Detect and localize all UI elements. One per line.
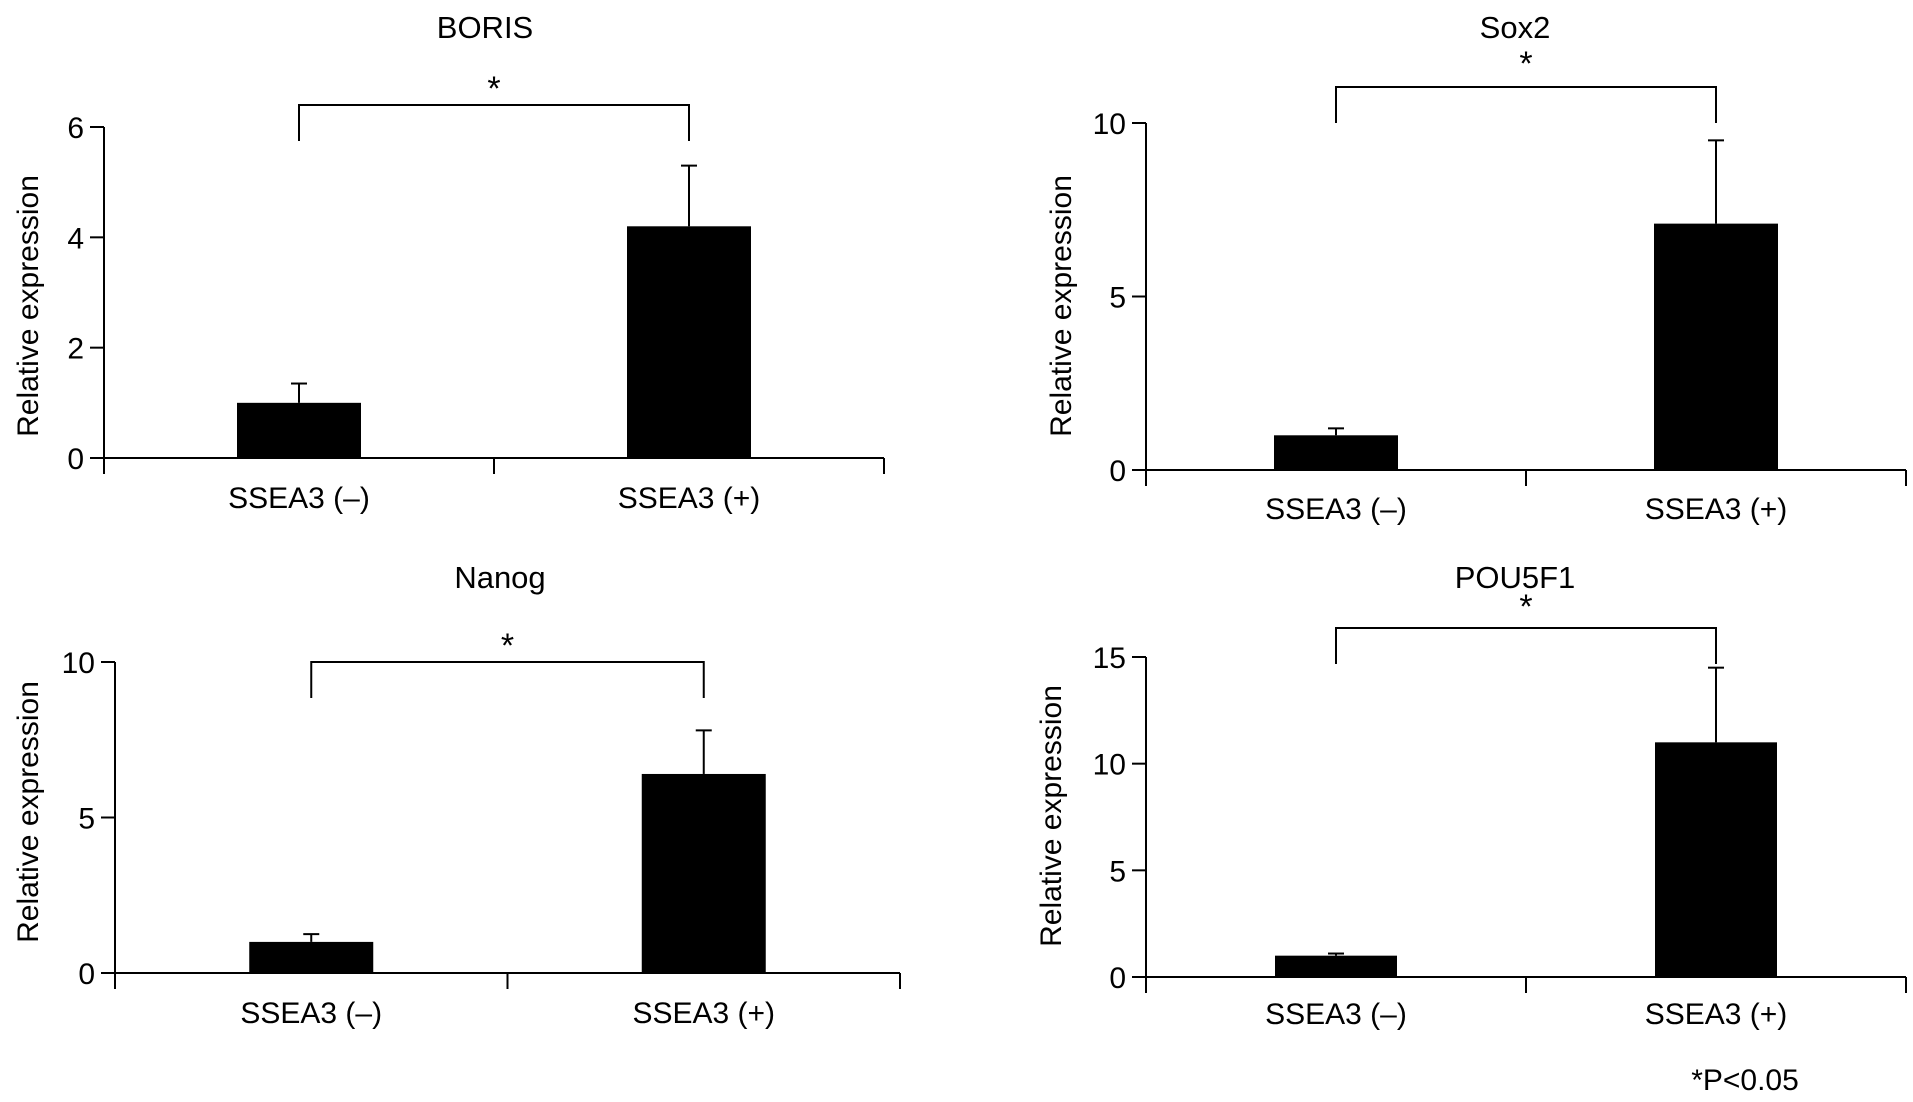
category-label: SSEA3 (–) [1265,998,1407,1031]
y-axis-label: Relative expression [12,175,45,437]
bar [1654,223,1778,470]
chart-panel: Nanog Relative expression 0 5 10 SSEA3 (–) SSE… [12,560,901,1030]
chart-title: Sox2 [1480,10,1551,45]
significance-star: * [1519,588,1532,626]
bar [237,402,361,458]
y-tick-label: 5 [78,803,95,836]
y-tick-label: 0 [78,958,95,991]
chart-title: POU5F1 [1455,560,1576,595]
category-label: SSEA3 (–) [1265,493,1407,526]
y-tick-label: 10 [1093,108,1126,141]
chart-panel: POU5F1 Relative expression 0 5 10 15 SSEA3 (–)… [1035,560,1907,1031]
y-tick-label: 10 [62,647,95,680]
category-label: SSEA3 (+) [1645,998,1788,1031]
y-tick-label: 0 [1109,455,1126,488]
y-tick-label: 5 [1109,855,1126,888]
y-tick-label: 0 [67,443,84,476]
bar [1274,435,1398,470]
significance-bracket [298,104,690,141]
bar [249,941,374,973]
y-tick-label: 0 [1109,962,1126,995]
chart-panel: BORIS Relative expression 0 2 4 6 SSEA3 (–) SSE… [12,10,885,515]
category-label: SSEA3 (+) [618,482,761,515]
significance-star: * [1519,45,1532,83]
significance-footnote: *P<0.05 [1691,1064,1799,1097]
y-tick-label: 15 [1093,642,1126,675]
y-tick-label: 4 [67,222,84,255]
bar [641,773,766,973]
bar [627,226,751,458]
significance-bracket [310,661,705,698]
charts-group: BORIS Relative expression 0 2 4 6 SSEA3 (–) SSE… [12,10,1907,1031]
y-tick-label: 5 [1109,282,1126,315]
bar [1275,955,1397,977]
chart-title: Nanog [454,560,545,595]
chart-title: BORIS [437,10,533,45]
chart-panel: Sox2 Relative expression 0 5 10 SSEA3 (–) SSEA… [1045,10,1907,526]
y-axis-label: Relative expression [1035,685,1068,947]
y-tick-label: 6 [67,112,84,145]
significance-star: * [501,627,514,665]
y-axis-label: Relative expression [12,681,45,943]
y-axis-label: Relative expression [1045,175,1078,437]
category-label: SSEA3 (+) [1645,493,1788,526]
category-label: SSEA3 (–) [228,482,370,515]
significance-star: * [487,70,500,108]
y-tick-label: 10 [1093,749,1126,782]
bar [1655,742,1777,977]
category-label: SSEA3 (+) [632,997,775,1030]
significance-bracket [1335,627,1717,664]
significance-bracket [1335,86,1717,123]
y-tick-label: 2 [67,333,84,366]
category-label: SSEA3 (–) [240,997,382,1030]
